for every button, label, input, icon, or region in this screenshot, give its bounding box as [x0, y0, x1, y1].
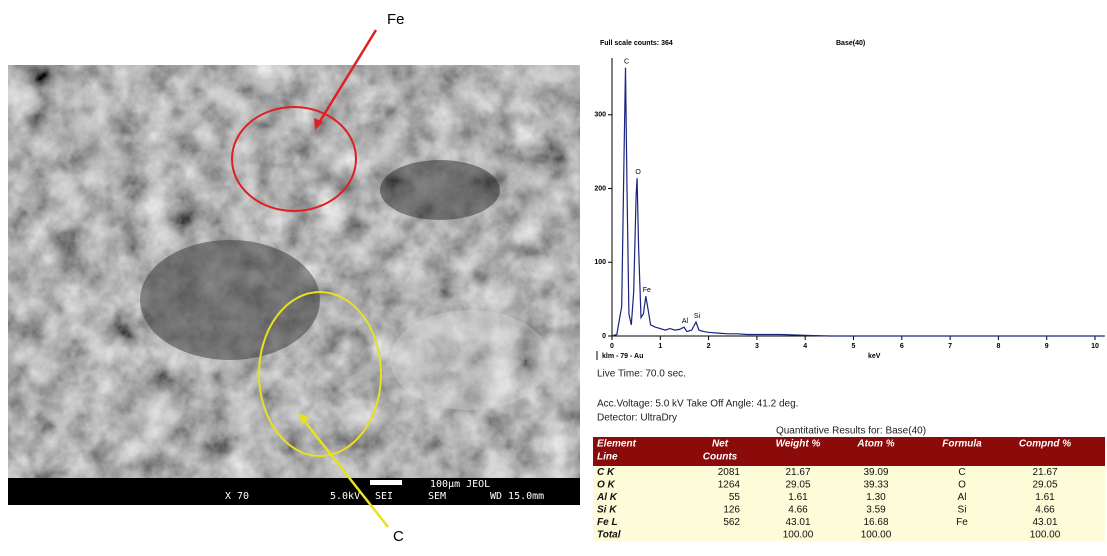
chart-title: Full scale counts: 364: [600, 40, 673, 47]
info: 5.0kV: [330, 491, 360, 502]
sem-image: 100µm JEOL X 70 5.0kV SEI SEM WD 15.0mm …: [8, 11, 580, 545]
x-tick-label: 8: [996, 343, 1000, 350]
info: WD 15.0mm: [490, 491, 544, 502]
table-cell: O: [958, 479, 966, 490]
c-label: C: [393, 528, 404, 545]
voltage: Acc.Voltage: 5.0 kV Take Off Angle: 41.2…: [597, 399, 798, 410]
detector: Detector: UltraDry: [597, 413, 677, 424]
table-cell: Si: [958, 504, 967, 515]
table-cell: 100.00: [783, 529, 814, 540]
peak-label: Al: [682, 318, 689, 325]
live-time: Live Time: 70.0 sec.: [597, 369, 686, 380]
table-cell: O K: [597, 479, 616, 490]
x-tick-label: 3: [755, 343, 759, 350]
table-cell: 29.05: [1032, 479, 1057, 490]
y-tick-label: 200: [594, 185, 606, 192]
sem-shadow: [380, 160, 500, 220]
table-cell: 43.01: [785, 517, 810, 528]
table-header: Counts: [703, 452, 738, 463]
table-cell: 21.67: [785, 467, 810, 478]
scale-bar: [370, 480, 402, 485]
x-axis-label: keV: [868, 353, 881, 360]
table-cell: Total: [597, 529, 621, 540]
x-tick-label: 2: [707, 343, 711, 350]
info: X 70: [225, 491, 249, 502]
y-tick-label: 300: [594, 112, 606, 119]
table-cell: 1.61: [788, 492, 808, 503]
x-tick-label: 10: [1091, 343, 1099, 350]
table-cell: C: [958, 467, 965, 478]
table-cell: 16.68: [863, 517, 888, 528]
chart-subtitle: Base(40): [836, 40, 865, 47]
x-tick-label: 0: [610, 343, 614, 350]
peak-label: O: [635, 169, 641, 176]
peak-label: C: [624, 58, 629, 65]
table-cell: C K: [597, 467, 615, 478]
results-table: Element Line Net Counts Weight % Atom % Formul…: [593, 437, 1105, 541]
table-cell: 100.00: [1030, 529, 1061, 540]
x-tick-label: 1: [658, 343, 662, 350]
table-cell: Al K: [596, 492, 618, 503]
table-cell: 2081: [718, 467, 741, 478]
table-cell: 43.01: [1032, 517, 1057, 528]
info: SEI: [375, 491, 393, 502]
scale-label: 100µm JEOL: [430, 479, 490, 490]
table-cell: 1.30: [866, 492, 886, 503]
results-title: Quantitative Results for: Base(40): [776, 426, 926, 437]
figure: 100µm JEOL X 70 5.0kV SEI SEM WD 15.0mm …: [0, 0, 1107, 556]
info: SEM: [428, 491, 446, 502]
footer: klm - 79 - Au: [602, 353, 643, 360]
peak-label: Si: [694, 313, 701, 320]
sem-highlight: [390, 310, 550, 410]
table-header: Formula: [942, 439, 982, 450]
x-tick-label: 9: [1045, 343, 1049, 350]
x-tick-label: 5: [852, 343, 856, 350]
table-cell: 39.09: [863, 467, 888, 478]
peak-label: Fe: [643, 287, 651, 294]
fe-label: Fe: [387, 11, 405, 28]
table-cell: Si K: [597, 504, 617, 515]
table-header: Net: [712, 439, 729, 450]
x-tick-label: 7: [948, 343, 952, 350]
table-cell: 1264: [718, 479, 741, 490]
spectrum-line: [612, 68, 1105, 336]
table-cell: 562: [723, 517, 740, 528]
table-header: Atom %: [856, 439, 894, 450]
table-header: Weight %: [776, 439, 821, 450]
table-cell: 1.61: [1035, 492, 1055, 503]
table-header: Line: [597, 452, 618, 463]
table-header: Element: [597, 439, 637, 450]
x-tick-label: 6: [900, 343, 904, 350]
table-body-bg: [593, 466, 1105, 541]
table-cell: Al: [958, 492, 967, 503]
spectrum: Full scale counts: 364 Base(40) keV klm …: [594, 40, 1104, 360]
y-tick-label: 0: [602, 333, 606, 340]
table-cell: 39.33: [863, 479, 888, 490]
table-cell: Fe L: [597, 517, 618, 528]
table-cell: 4.66: [1035, 504, 1055, 515]
table-cell: 29.05: [785, 479, 810, 490]
table-cell: Fe: [956, 517, 968, 528]
table-cell: 4.66: [788, 504, 808, 515]
table-cell: 3.59: [866, 504, 886, 515]
table-header: Compnd %: [1019, 439, 1071, 450]
table-cell: 100.00: [861, 529, 892, 540]
y-tick-label: 100: [594, 259, 606, 266]
table-cell: 55: [729, 492, 741, 503]
table-cell: 21.67: [1032, 467, 1057, 478]
x-tick-label: 4: [803, 343, 807, 350]
table-cell: 126: [723, 504, 740, 515]
